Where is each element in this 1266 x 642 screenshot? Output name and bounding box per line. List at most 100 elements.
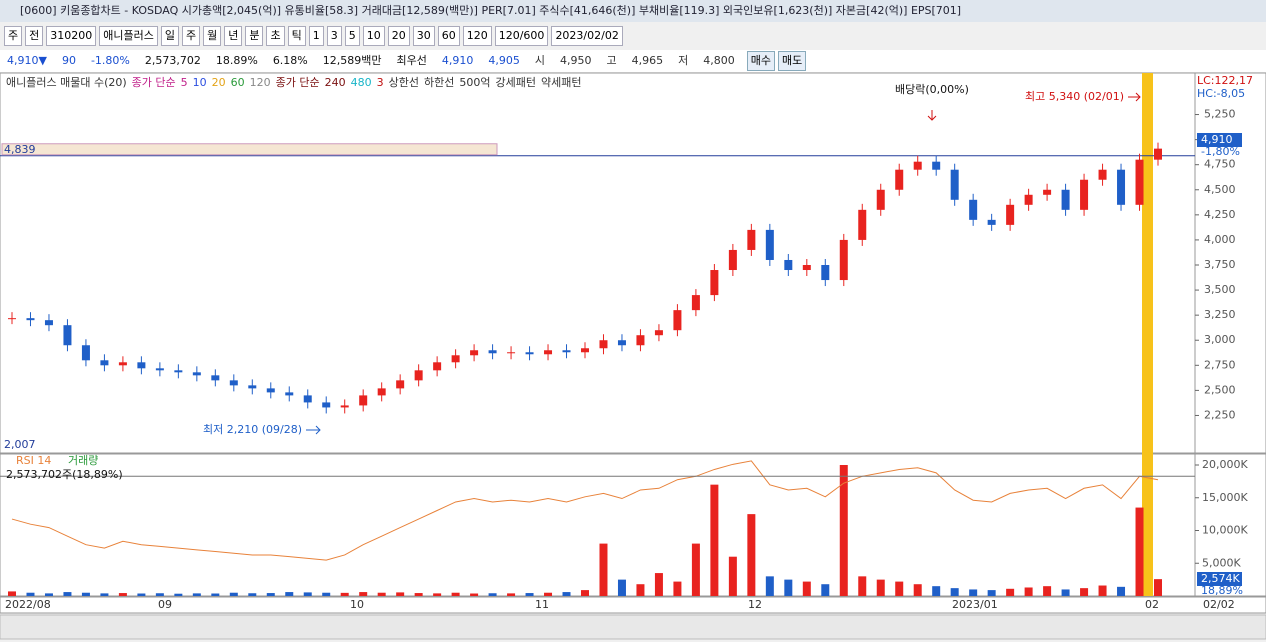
volume-bar bbox=[44, 593, 53, 596]
x-tick-label: 12 bbox=[748, 598, 762, 611]
volume-bar bbox=[858, 576, 867, 596]
legend-item: 20 bbox=[212, 76, 226, 89]
title-bar: [0600] 키움종합차트 - KOSDAQ 시가총액[2,045(억)] 유통… bbox=[0, 0, 1266, 22]
legend-item: 480 bbox=[351, 76, 372, 89]
candle bbox=[211, 375, 220, 381]
toolbar-button[interactable]: 주 bbox=[4, 26, 23, 46]
y-tick-label: 10,000K bbox=[1202, 524, 1248, 537]
candle bbox=[248, 385, 257, 389]
toolbar-button[interactable]: 주 bbox=[181, 26, 201, 46]
candle bbox=[488, 350, 497, 354]
volume-bar bbox=[673, 581, 682, 596]
volume-bar bbox=[525, 593, 534, 596]
candle bbox=[63, 325, 72, 346]
toolbar-button[interactable]: 30 bbox=[412, 26, 435, 46]
toolbar-button[interactable]: 전 bbox=[25, 26, 44, 46]
legend-item: 240 bbox=[325, 76, 346, 89]
volume-bar bbox=[81, 592, 90, 596]
candle bbox=[8, 318, 16, 320]
price-panel bbox=[0, 72, 1196, 454]
candle bbox=[654, 330, 663, 336]
toolbar-button[interactable]: 애니플러스 bbox=[99, 26, 158, 46]
candle bbox=[858, 209, 867, 240]
x-tick-label: 02 bbox=[1145, 598, 1159, 611]
candle bbox=[728, 249, 737, 271]
toolbar-button[interactable]: 10 bbox=[362, 26, 385, 46]
toolbar-button[interactable]: 2023/02/02 bbox=[551, 26, 623, 46]
toolbar-button[interactable]: 20 bbox=[387, 26, 410, 46]
volume-bar bbox=[118, 593, 127, 596]
candle bbox=[581, 348, 589, 353]
quote-field: 18.89% bbox=[215, 54, 258, 67]
volume-bar bbox=[396, 592, 405, 596]
toolbar-button[interactable]: 5 bbox=[344, 26, 360, 46]
x-tick-label: 02/02 bbox=[1203, 598, 1235, 611]
quote-field: 6.18% bbox=[272, 54, 308, 67]
volume-bar bbox=[1154, 579, 1162, 596]
volume-bar bbox=[1135, 507, 1144, 596]
order-button[interactable]: 매수 bbox=[746, 51, 775, 71]
quote-field: 4,910▼ bbox=[7, 54, 47, 67]
toolbar: 주 전 310200 애니플러스 일 주 월 년 분 초 틱 1 3 5 10 20 30 60 120 120/60… bbox=[0, 25, 1266, 47]
candle bbox=[562, 350, 571, 353]
axis-label: HC:-8,05 bbox=[1197, 87, 1245, 100]
candle bbox=[1135, 159, 1144, 205]
arrow bbox=[927, 110, 937, 121]
volume-bar bbox=[488, 593, 497, 596]
volume-panel bbox=[0, 453, 1196, 597]
candle bbox=[192, 372, 201, 376]
volume-bar bbox=[470, 593, 479, 596]
annotation: 배당락(0,00%) bbox=[895, 83, 969, 96]
candle bbox=[155, 368, 164, 371]
candle bbox=[1154, 148, 1162, 160]
volume-bar bbox=[174, 593, 183, 596]
toolbar-button[interactable]: 일 bbox=[160, 26, 179, 46]
toolbar-button[interactable]: 3 bbox=[326, 26, 342, 46]
toolbar-button[interactable]: 월 bbox=[203, 26, 222, 46]
volume-bar bbox=[821, 584, 830, 596]
axis-label: 18,89% bbox=[1201, 584, 1243, 597]
volume-bar bbox=[63, 592, 72, 596]
order-button[interactable]: 매도 bbox=[778, 51, 807, 71]
volume-bar bbox=[377, 592, 386, 596]
volume-bar bbox=[932, 586, 941, 596]
toolbar-button[interactable]: 틱 bbox=[287, 26, 306, 46]
toolbar-button[interactable]: 120/600 bbox=[494, 26, 549, 46]
quote-field: 저 bbox=[678, 54, 689, 67]
axis-label: -1,80% bbox=[1201, 145, 1240, 158]
y-tick-label: 2,500 bbox=[1204, 383, 1236, 396]
legend-item: 10 bbox=[193, 76, 207, 89]
candle bbox=[784, 259, 793, 271]
toolbar-button[interactable]: 분 bbox=[245, 26, 264, 46]
y-tick-label: 4,000 bbox=[1204, 233, 1236, 246]
toolbar-button[interactable]: 년 bbox=[224, 26, 243, 46]
volume-bar bbox=[507, 593, 516, 596]
volume-bar bbox=[229, 592, 238, 596]
volume-bar bbox=[747, 514, 756, 596]
axis-label: LC:122,17 bbox=[1197, 74, 1253, 87]
toolbar-button[interactable]: 초 bbox=[266, 26, 285, 46]
candle bbox=[895, 169, 904, 190]
legend: 애니플러스 매물대 수(20) 종가 단순 5 10 20 60 120 종가 단순 240 48… bbox=[6, 75, 581, 89]
volume-legend: 2,573,702주(18,89%) bbox=[6, 468, 123, 481]
price-box bbox=[1197, 133, 1242, 147]
toolbar-button[interactable]: 60 bbox=[437, 26, 460, 46]
volume-bar bbox=[303, 592, 312, 596]
volume-bar bbox=[765, 576, 774, 596]
quote-field: 4,905 bbox=[488, 54, 520, 67]
volume-bar bbox=[581, 590, 589, 596]
volume-bar bbox=[617, 579, 626, 596]
candle bbox=[1043, 189, 1052, 195]
y-tick-label: 2,750 bbox=[1204, 358, 1236, 371]
x-tick-label: 2023/01 bbox=[952, 598, 998, 611]
candle bbox=[322, 402, 331, 408]
axis-label: 4,910 bbox=[1201, 133, 1233, 146]
quote-field: 4,910 bbox=[441, 54, 474, 67]
toolbar-button[interactable]: 120 bbox=[462, 26, 492, 46]
toolbar-button[interactable]: 1 bbox=[308, 26, 324, 46]
toolbar-button[interactable]: 310200 bbox=[46, 26, 97, 46]
candle bbox=[765, 229, 774, 260]
candle bbox=[1006, 204, 1015, 225]
y-tick-label: 3,500 bbox=[1204, 283, 1236, 296]
